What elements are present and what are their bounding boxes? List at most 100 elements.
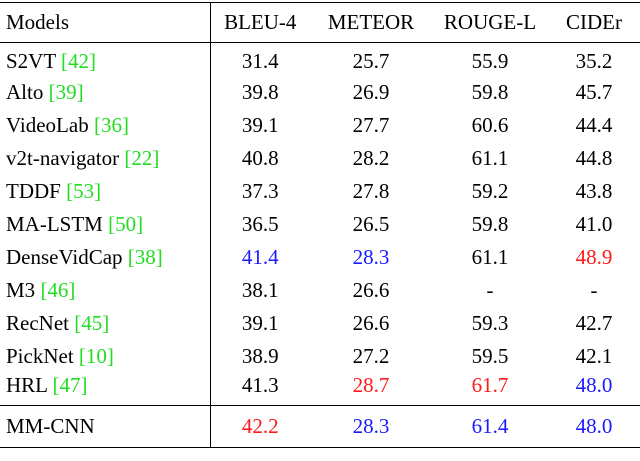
citation: [38] [127, 244, 163, 269]
score-cell: 41.4 [241, 244, 279, 269]
score-cell: 48.0 [575, 373, 613, 398]
score-cell: 59.2 [471, 178, 509, 203]
score-cell: 59.8 [471, 211, 509, 236]
model-name: Alto [6, 79, 44, 104]
table-row: M3 [46] 38.1 26.6 - - [0, 273, 640, 307]
score-cell: 36.5 [241, 211, 279, 236]
model-cell: DenseVidCap [38] [0, 240, 211, 274]
score-cell: 39.1 [241, 310, 279, 335]
table-row: VideoLab [36] 39.1 27.7 60.6 44.4 [0, 108, 640, 142]
score-cell: 39.8 [241, 79, 279, 104]
score-cell: 28.3 [352, 244, 390, 269]
header-cell: BLEU-4 [224, 10, 297, 34]
score-cell: 35.2 [575, 48, 613, 73]
score-cell: 26.5 [352, 211, 390, 236]
citation: [47] [52, 373, 88, 398]
score-cell: 38.1 [241, 277, 279, 302]
citation: [53] [66, 178, 102, 203]
header-cell: ROUGE-L [443, 10, 537, 34]
score-cell: - [590, 277, 598, 302]
score-cell: 59.5 [471, 343, 509, 368]
model-name: S2VT [6, 48, 56, 73]
score-cell: 61.1 [471, 145, 509, 170]
score-cell: 40.8 [241, 145, 279, 170]
score-cell: 27.7 [352, 112, 390, 137]
score-cell: 38.9 [241, 343, 279, 368]
citation: [39] [48, 79, 84, 104]
score-cell: - [486, 277, 494, 302]
table-row: PickNet [10] 38.9 27.2 59.5 42.1 [0, 339, 640, 373]
ours-row: MM-CNN 42.2 28.3 61.4 48.0 [0, 405, 640, 448]
model-name: HRL [6, 373, 48, 398]
score-cell: 43.8 [575, 178, 613, 203]
table-row: RecNet [45] 39.1 26.6 59.3 42.7 [0, 306, 640, 340]
table-row: S2VT [42] 31.4 25.7 55.9 35.2 [0, 42, 640, 76]
model-cell: Alto [39] [0, 75, 211, 109]
citation: [50] [108, 211, 144, 236]
model-cell: MM-CNN [0, 405, 211, 448]
score-cell: 27.2 [352, 343, 390, 368]
model-name: M3 [6, 277, 36, 302]
score-cell: 42.7 [575, 310, 613, 335]
model-cell: MA-LSTM [50] [0, 207, 211, 241]
score-cell: 41.0 [575, 211, 613, 236]
citation: [46] [40, 277, 76, 302]
score-cell: 48.0 [575, 414, 613, 438]
score-cell: 59.8 [471, 79, 509, 104]
model-name: RecNet [6, 310, 69, 335]
score-cell: 25.7 [352, 48, 390, 73]
model-name: v2t-navigator [6, 145, 120, 170]
score-cell: 26.6 [352, 277, 390, 302]
score-cell: 42.2 [241, 414, 279, 438]
model-name: VideoLab [6, 112, 89, 137]
score-cell: 26.6 [352, 310, 390, 335]
score-cell: 44.4 [575, 112, 613, 137]
score-cell: 44.8 [575, 145, 613, 170]
model-name: MA-LSTM [6, 211, 103, 236]
table-ours: MM-CNN 42.2 28.3 61.4 48.0 [0, 405, 640, 448]
header-cell: Models [0, 2, 211, 43]
score-cell: 28.2 [352, 145, 390, 170]
score-cell: 61.1 [471, 244, 509, 269]
citation: [22] [124, 145, 160, 170]
table-row: HRL [47] 41.3 28.7 61.7 48.0 [0, 372, 640, 406]
score-cell: 48.9 [575, 244, 613, 269]
header-cell: CIDEr [566, 10, 622, 34]
table-row: TDDF [53] 37.3 27.8 59.2 43.8 [0, 174, 640, 208]
header-row: Models BLEU-4 METEOR ROUGE-L CIDEr [0, 2, 640, 43]
score-cell: 28.7 [352, 373, 390, 398]
score-cell: 28.3 [352, 414, 390, 438]
table-row: DenseVidCap [38] 41.4 28.3 61.1 48.9 [0, 240, 640, 274]
table-row: MA-LSTM [50] 36.5 26.5 59.8 41.0 [0, 207, 640, 241]
results-table: Models BLEU-4 METEOR ROUGE-L CIDEr S2VT [42]… [0, 2, 640, 448]
score-cell: 61.7 [471, 373, 509, 398]
model-cell: VideoLab [36] [0, 108, 211, 142]
model-name: MM-CNN [6, 414, 95, 438]
model-cell: RecNet [45] [0, 306, 211, 340]
table-row: v2t-navigator [22] 40.8 28.2 61.1 44.8 [0, 141, 640, 175]
table-row: Alto [39] 39.8 26.9 59.8 45.7 [0, 75, 640, 109]
model-name: DenseVidCap [6, 244, 123, 269]
score-cell: 37.3 [241, 178, 279, 203]
score-cell: 41.3 [241, 373, 279, 398]
model-cell: HRL [47] [0, 372, 211, 406]
score-cell: 27.8 [352, 178, 390, 203]
model-cell: PickNet [10] [0, 339, 211, 373]
model-cell: S2VT [42] [0, 42, 211, 76]
citation: [36] [93, 112, 129, 137]
score-cell: 55.9 [471, 48, 509, 73]
score-cell: 61.4 [471, 414, 509, 438]
score-cell: 39.1 [241, 112, 279, 137]
model-name: PickNet [6, 343, 74, 368]
citation: [45] [74, 310, 110, 335]
score-cell: 31.4 [241, 48, 279, 73]
model-cell: M3 [46] [0, 273, 211, 307]
model-name: TDDF [6, 178, 61, 203]
score-cell: 45.7 [575, 79, 613, 104]
table-body: S2VT [42] 31.4 25.7 55.9 35.2 Alto [39] 39.8 26… [0, 42, 640, 406]
score-cell: 60.6 [471, 112, 509, 137]
score-cell: 26.9 [352, 79, 390, 104]
header-cell: METEOR [327, 10, 415, 34]
citation: [42] [61, 48, 97, 73]
